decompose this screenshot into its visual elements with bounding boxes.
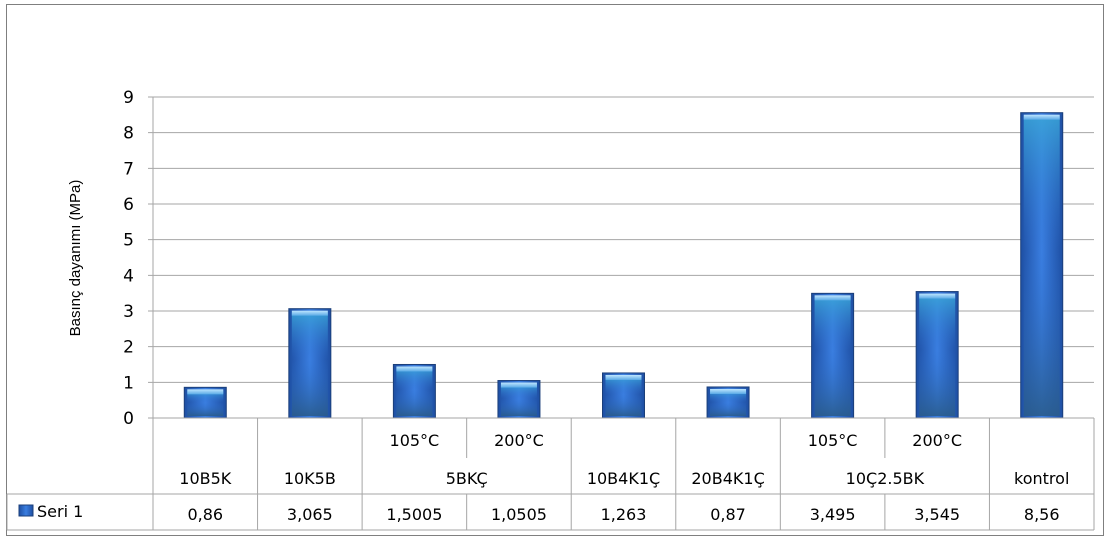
data-value-label: 0,86 — [187, 505, 223, 524]
data-value-label: 0,87 — [710, 505, 746, 524]
bar-shade — [919, 295, 956, 416]
data-value-label: 3,495 — [810, 505, 856, 524]
x-tick-label: 20B4K1Ç — [691, 469, 764, 488]
y-tick-label: 3 — [123, 302, 134, 322]
bar-top — [187, 389, 224, 395]
y-tick-label: 0 — [123, 409, 134, 429]
x-sublabel: 105°C — [808, 431, 858, 450]
x-sublabel: 105°C — [390, 431, 440, 450]
bar-top — [396, 366, 433, 372]
bar-top — [1023, 114, 1060, 120]
data-value-label: 8,56 — [1024, 505, 1060, 524]
legend-key — [18, 504, 34, 517]
x-tick-label: 10B4K1Ç — [587, 469, 660, 488]
data-value-label: 3,065 — [287, 505, 333, 524]
bar-top — [919, 293, 956, 299]
x-tick-label: 10K5B — [284, 469, 336, 488]
y-tick-label: 8 — [123, 124, 134, 144]
y-tick-label: 5 — [123, 231, 134, 251]
bar-shade — [814, 297, 851, 416]
bars — [183, 112, 1064, 419]
bar-top — [710, 388, 747, 394]
x-sublabel: 200°C — [912, 431, 962, 450]
data-value-label: 1,263 — [601, 505, 647, 524]
bar-shade — [291, 312, 328, 416]
bar-top — [605, 374, 642, 380]
bar-shade — [187, 391, 224, 416]
bar-shade — [710, 390, 747, 416]
y-tick-label: 4 — [123, 266, 134, 286]
y-tick-label: 6 — [123, 195, 134, 215]
legend-series-name: Seri 1 — [37, 502, 83, 521]
y-tick-label: 7 — [123, 159, 134, 179]
bar-top — [500, 382, 537, 388]
bar-shade — [500, 384, 537, 416]
data-value-label: 1,5005 — [386, 505, 442, 524]
data-value-label: 1,0505 — [491, 505, 547, 524]
bar-shade — [1023, 116, 1060, 417]
x-tick-label: 10B5K — [179, 469, 232, 488]
bar-shade — [605, 376, 642, 416]
bar-shade — [396, 368, 433, 416]
bar-top — [814, 295, 851, 301]
y-tick-label: 2 — [123, 338, 134, 358]
x-group-label: 5BKÇ — [446, 469, 488, 488]
data-value-label: 3,545 — [914, 505, 960, 524]
x-group-label: 10Ç2.5BK — [846, 469, 925, 488]
bar-top — [291, 310, 328, 316]
y-tick-label: 1 — [123, 373, 134, 393]
chart-frame — [6, 4, 1104, 536]
y-axis: 0 1 2 3 4 5 6 7 8 9 — [123, 88, 154, 530]
x-tick-label: kontrol — [1014, 469, 1069, 488]
data-table: 10B5K 10K5B 105°C 200°C 10B4K1Ç 20B4K1Ç 105°C 2… — [6, 417, 1095, 531]
y-tick-label: 9 — [123, 88, 134, 108]
y-axis-label: Basınç dayanımı (MPa) — [67, 180, 84, 337]
x-sublabel: 200°C — [494, 431, 544, 450]
